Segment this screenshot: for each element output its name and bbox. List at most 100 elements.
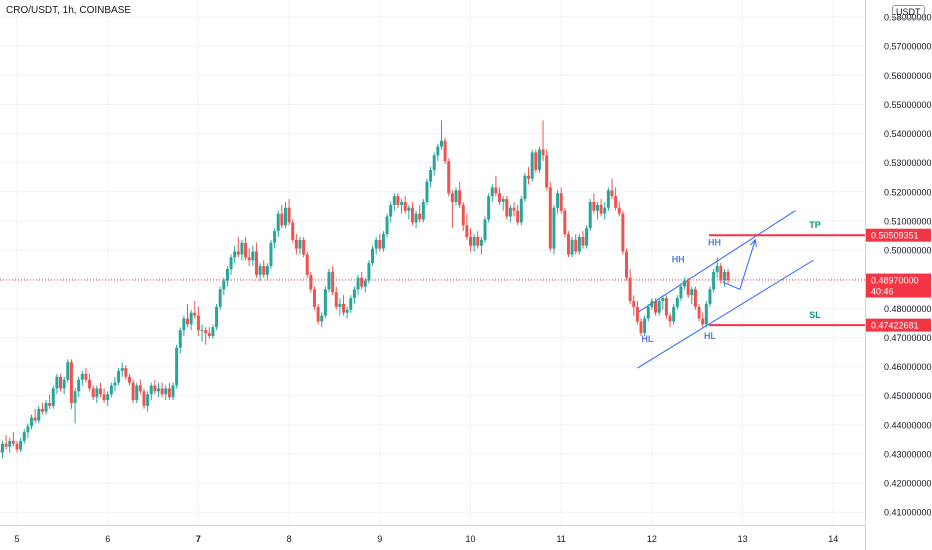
candle-body (639, 321, 643, 334)
candle (545, 149, 549, 191)
candle (244, 236, 248, 261)
candle (686, 277, 690, 299)
candle (269, 239, 273, 269)
time-tick-label: 9 (377, 534, 382, 544)
candle-body (400, 201, 404, 205)
candle (610, 178, 614, 200)
candle (541, 120, 545, 162)
candle-body (283, 207, 287, 226)
candle (381, 231, 385, 252)
candle (352, 286, 356, 304)
candle (712, 268, 716, 293)
candle (371, 245, 375, 267)
candle (389, 201, 393, 223)
candle-body (559, 193, 563, 211)
last-price-tag-text: 0.48970000 (871, 276, 919, 286)
candle-body (215, 306, 219, 328)
candle (429, 167, 433, 188)
candle (84, 368, 88, 383)
candle-body (563, 210, 567, 235)
candle (704, 301, 708, 328)
candle-body (679, 286, 683, 299)
candle (251, 245, 255, 267)
candle-body (0, 443, 4, 453)
candle-body (628, 277, 632, 302)
candle (461, 201, 465, 232)
candle (487, 193, 491, 223)
candle-body (371, 248, 375, 264)
candle (146, 391, 150, 412)
candle (392, 193, 396, 211)
candle (715, 257, 719, 278)
candle (646, 303, 650, 322)
candle-body (117, 370, 121, 383)
candle-body (363, 280, 367, 287)
candle (345, 306, 349, 319)
candle (175, 344, 179, 389)
candle (439, 120, 443, 150)
candle-body (342, 303, 346, 313)
candle-body (465, 225, 469, 237)
candle (643, 315, 647, 336)
candle-body (552, 207, 556, 249)
candle (40, 402, 44, 415)
candle (570, 236, 574, 258)
candle-body (610, 190, 614, 197)
price-tick-label: 0.50000000 (884, 246, 932, 256)
candle (120, 362, 124, 377)
candle-body (164, 388, 168, 395)
candle (73, 388, 77, 424)
candle (8, 437, 12, 453)
candle-body (632, 301, 636, 307)
candle (0, 440, 4, 459)
candle (26, 423, 30, 438)
candle (225, 266, 229, 287)
candle-body (439, 140, 443, 147)
candle (454, 187, 458, 205)
candle-body (320, 315, 324, 322)
candle-body (381, 234, 385, 249)
candle-body (661, 298, 665, 302)
candle-body (530, 152, 534, 179)
candle-body (291, 222, 295, 240)
candle-body (556, 193, 560, 208)
candle (4, 435, 8, 450)
candle (498, 187, 502, 205)
candle-body (606, 190, 610, 208)
candle (222, 277, 226, 296)
time-tick-label: 13 (738, 534, 748, 544)
candle-body (527, 175, 531, 179)
candle-body (585, 228, 589, 246)
candle-body (443, 140, 447, 162)
candle (650, 298, 654, 310)
candle (556, 190, 560, 214)
candle (363, 277, 367, 293)
candle-body (396, 196, 400, 205)
candle-body (338, 303, 342, 307)
candle (458, 181, 462, 208)
candle (44, 400, 48, 415)
candle-body (171, 385, 175, 398)
price-tick-label: 0.58000000 (884, 12, 932, 22)
candle-body (541, 149, 545, 156)
candle-body (262, 266, 266, 275)
candle (465, 213, 469, 240)
candle-body (113, 382, 117, 386)
candle-body (120, 368, 124, 371)
candle (418, 204, 422, 223)
candle (617, 201, 621, 217)
candle (135, 382, 139, 403)
candle-body (84, 373, 88, 380)
candle-body (570, 239, 574, 255)
candle (164, 385, 168, 401)
candle (160, 382, 164, 398)
candle (233, 245, 237, 264)
candle (178, 327, 182, 354)
time-tick-label: 10 (465, 534, 475, 544)
candle (436, 143, 440, 162)
currency-unit-badge[interactable]: USDT (892, 5, 925, 19)
candle (80, 370, 84, 386)
candle-body (403, 201, 407, 211)
